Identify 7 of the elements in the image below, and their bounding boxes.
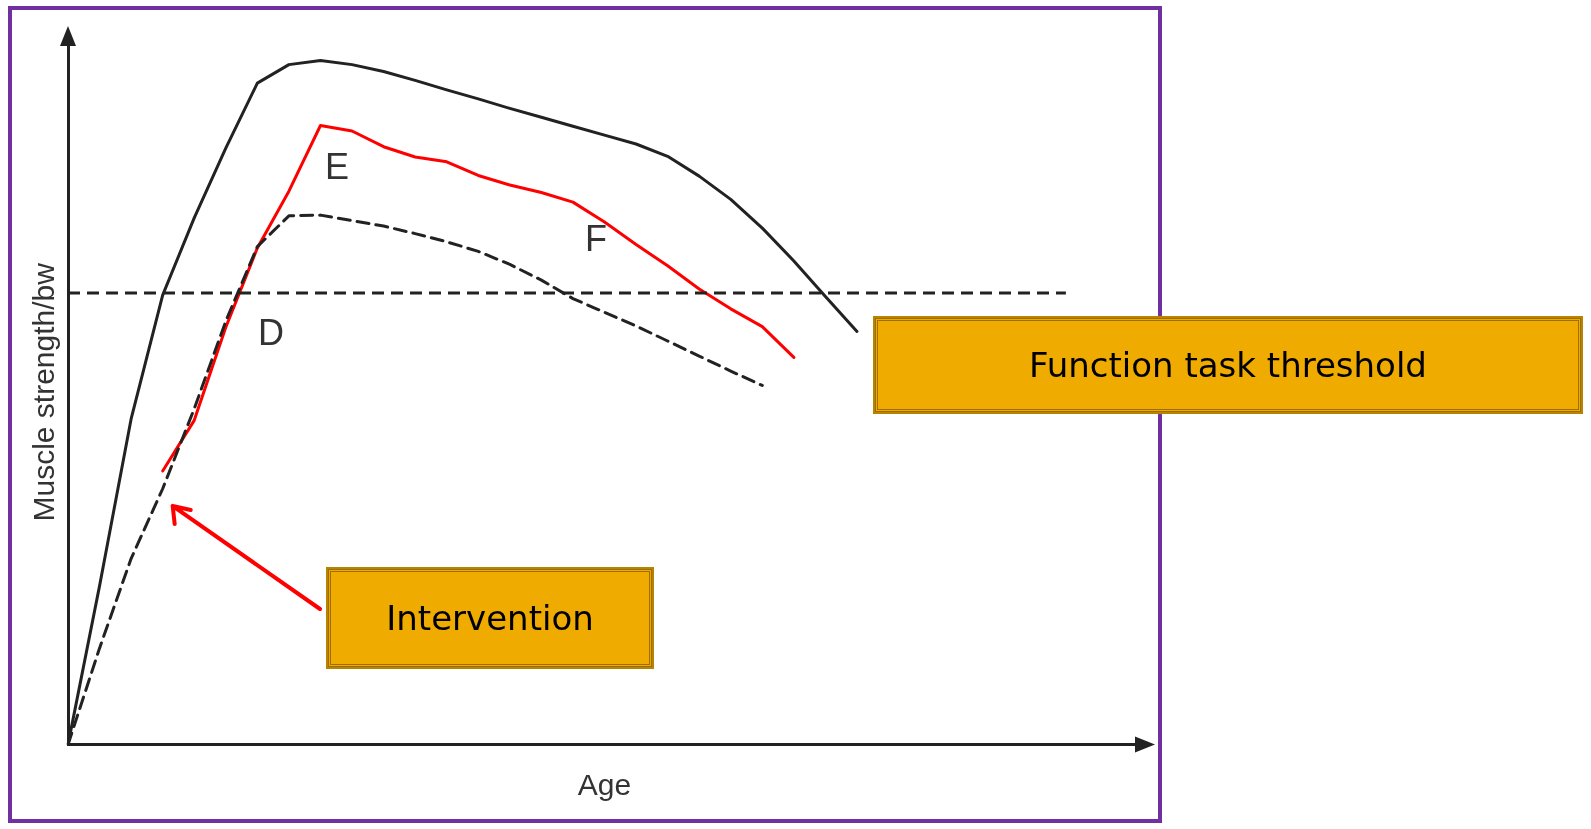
x-axis-title: Age xyxy=(577,768,632,802)
annotation: D xyxy=(258,312,284,354)
note-box: Intervention xyxy=(328,569,652,667)
annotation: E xyxy=(325,146,350,188)
note-box: Function task threshold xyxy=(875,318,1581,413)
y-axis-title: Muscle strength/bw xyxy=(27,262,61,522)
annotation: F xyxy=(585,218,607,260)
